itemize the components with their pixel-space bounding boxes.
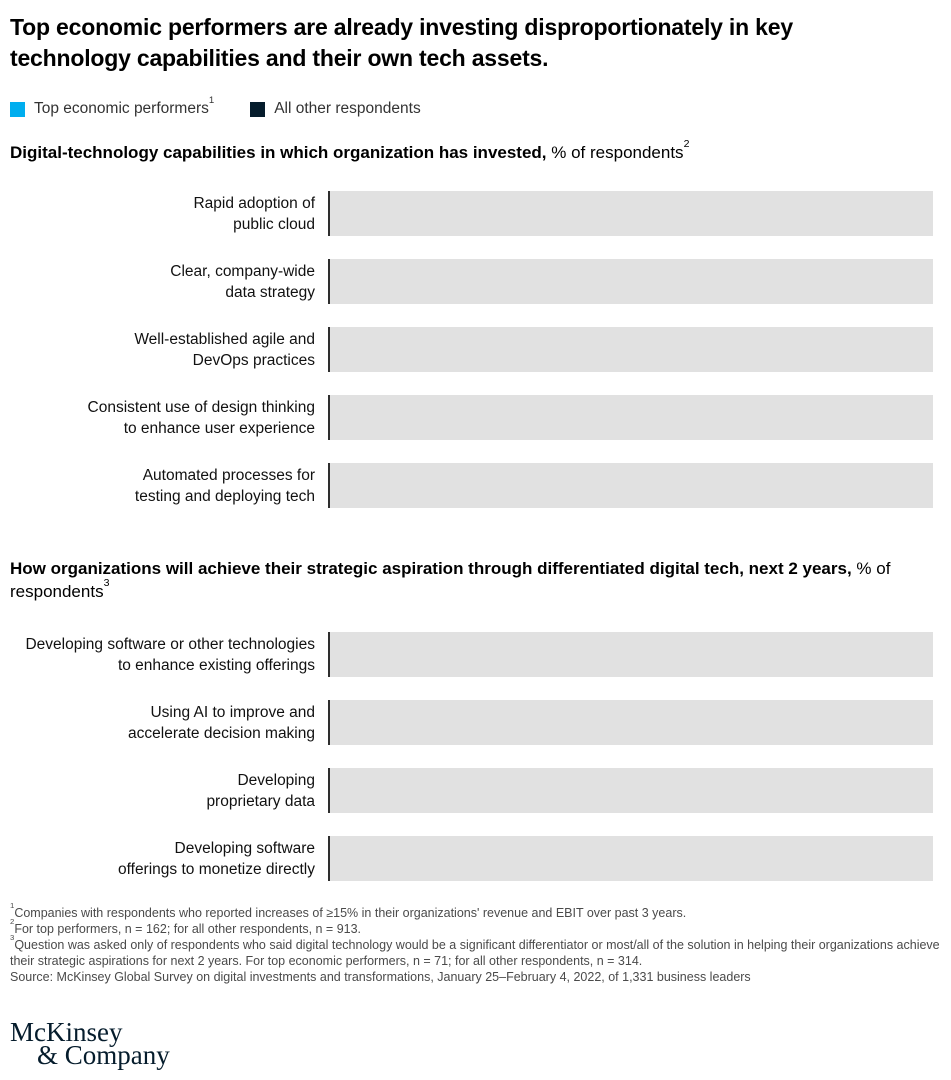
bar-label: Automated processes for testing and depl… [134, 466, 315, 505]
bar-placeholder [328, 836, 933, 881]
chart-section2: Developing software or other technologie… [10, 632, 951, 881]
bar-label: Developing proprietary data [206, 771, 315, 810]
bar-label: Consistent use of design thinking to enh… [87, 398, 315, 437]
bar-placeholder [328, 463, 933, 508]
legend-swatch-all-others [250, 101, 266, 117]
bar-row: Developing software or other technologie… [10, 632, 951, 677]
bar-label: Developing software or other technologie… [25, 635, 315, 674]
bar-placeholder [328, 259, 933, 304]
bar-placeholder [328, 632, 933, 677]
chart-legend: Top economic performers1 All other respo… [10, 94, 951, 118]
section2-footnote-marker: 3 [103, 576, 110, 589]
bar-row: Well-established agile and DevOps practi… [10, 327, 951, 372]
bar-label: Clear, company-wide data strategy [170, 262, 315, 301]
bar-label: Developing software offerings to monetiz… [117, 839, 315, 878]
bar-placeholder [328, 327, 933, 372]
bar-label: Using AI to improve and accelerate decis… [128, 703, 315, 742]
bar-row: Developing proprietary data [10, 768, 951, 813]
bar-label: Well-established agile and DevOps practi… [134, 330, 315, 369]
chart-section1: Rapid adoption of public cloud Clear, co… [10, 191, 951, 508]
legend-label-all-others: All other respondents [274, 100, 421, 117]
legend-footnote-marker: 1 [208, 94, 215, 106]
bar-label: Rapid adoption of public cloud [193, 194, 315, 233]
bar-placeholder [328, 700, 933, 745]
bar-placeholder [328, 395, 933, 440]
legend-label-top-performers: Top economic performers1 [34, 94, 215, 117]
footnote-1: 1Companies with respondents who reported… [10, 901, 687, 920]
section2-heading: How organizations will achieve their str… [10, 559, 891, 601]
bar-placeholder [328, 768, 933, 813]
bar-row: Clear, company-wide data strategy [10, 259, 951, 304]
bar-row: Developing software offerings to monetiz… [10, 836, 951, 881]
bar-row: Consistent use of design thinking to enh… [10, 395, 951, 440]
bar-row: Using AI to improve and accelerate decis… [10, 700, 951, 745]
footnotes: 1Companies with respondents who reported… [10, 901, 951, 985]
logo-line-1: McKinsey [10, 1017, 123, 1047]
legend-swatch-top-performers [10, 101, 25, 117]
mckinsey-logo: McKinsey & Company [10, 1017, 951, 1070]
bar-placeholder [328, 191, 933, 236]
source-line: Source: McKinsey Global Survey on digita… [10, 970, 751, 984]
section1-footnote-marker: 2 [683, 137, 690, 150]
legend-item-top-performers: Top economic performers1 [10, 94, 215, 118]
bar-row: Automated processes for testing and depl… [10, 463, 951, 508]
section1-heading: Digital-technology capabilities in which… [10, 137, 690, 162]
legend-item-all-others: All other respondents [250, 100, 421, 118]
bar-row: Rapid adoption of public cloud [10, 191, 951, 236]
footnote-3: 3Question was asked only of respondents … [10, 933, 940, 968]
logo-line-2: & Company [37, 1040, 170, 1070]
footnote-2: 2For top performers, n = 162; for all ot… [10, 917, 362, 936]
page-title: Top economic performers are already inve… [10, 14, 793, 71]
